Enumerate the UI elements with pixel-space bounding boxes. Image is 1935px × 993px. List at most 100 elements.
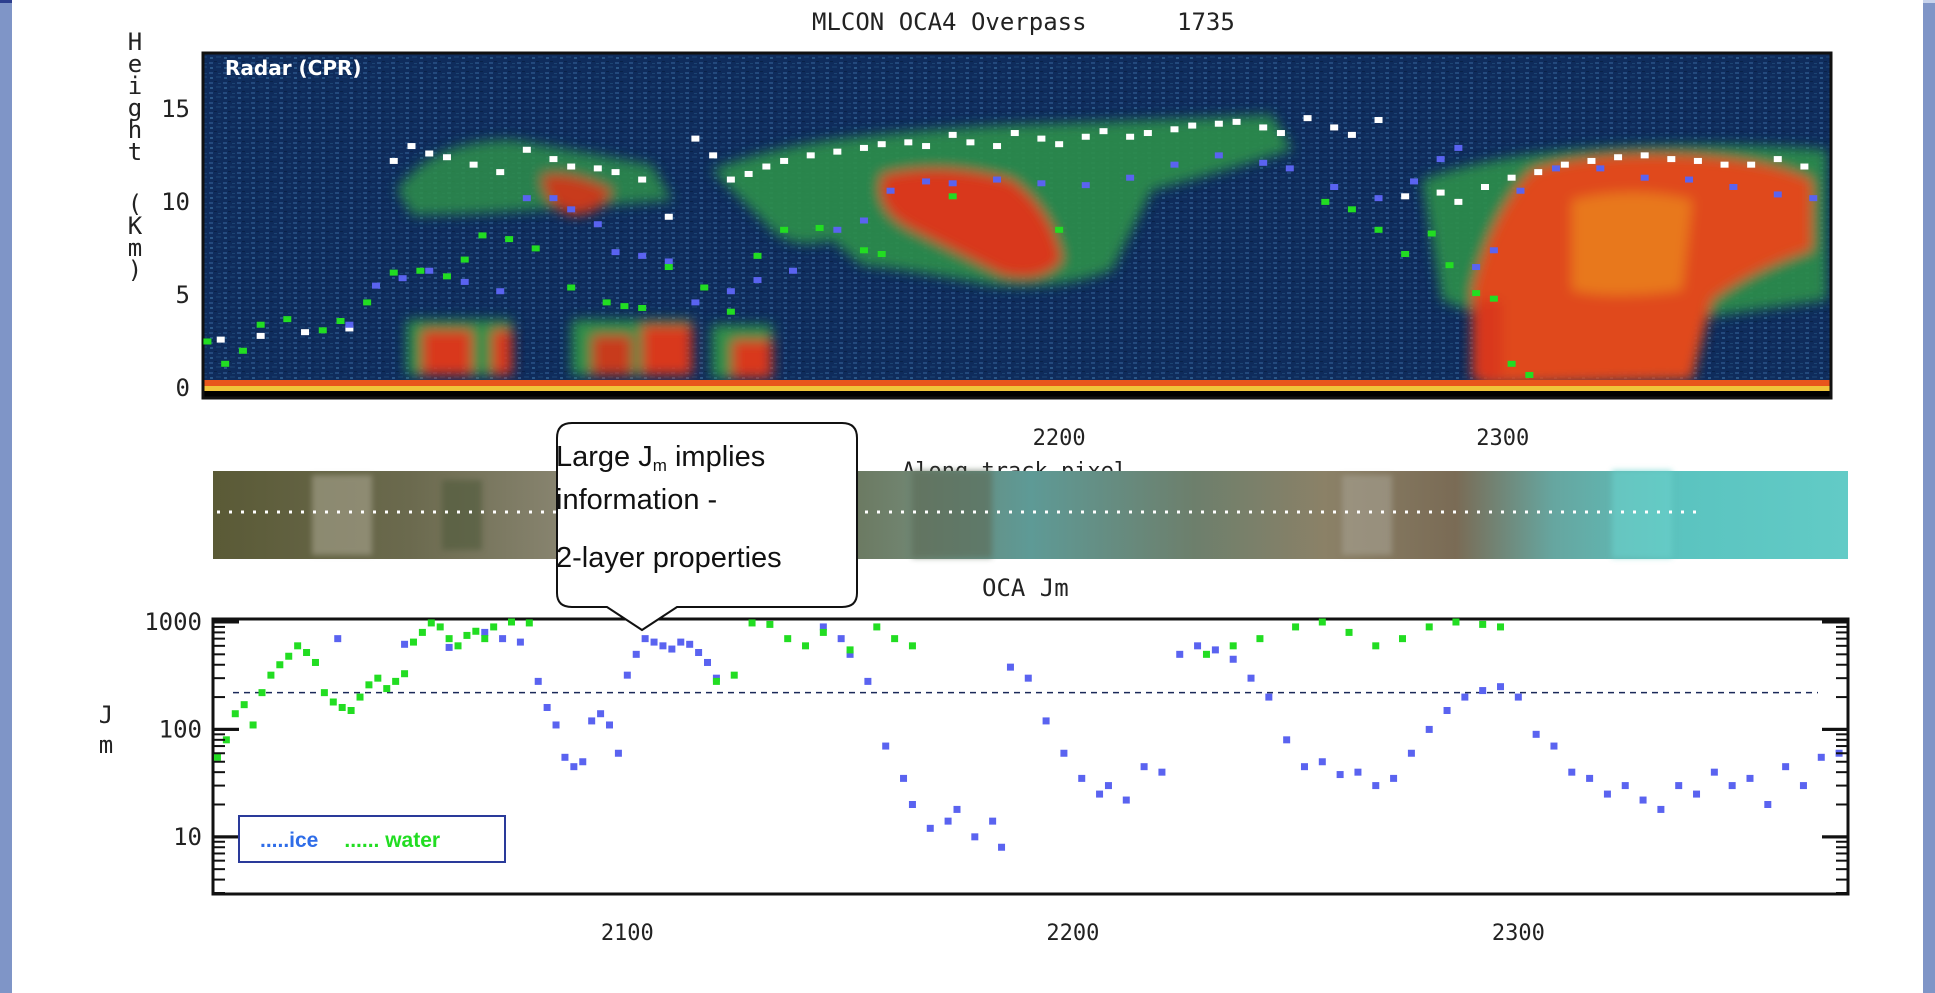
radar-point-cloud-top — [1010, 130, 1019, 137]
jm-point-ice — [1247, 674, 1255, 682]
radar-point-cloud-top — [744, 170, 753, 177]
slide: MLCON OCA4 Overpass 1735 — [12, 0, 1923, 993]
radar-point-ice-layer — [753, 277, 762, 284]
jm-point-ice — [597, 710, 605, 718]
jm-x-axis: 2100 2200 2300 — [601, 921, 1545, 946]
jm-point-ice — [1006, 663, 1014, 671]
radar-point-ice-layer — [1551, 165, 1560, 172]
jm-point-water — [1372, 642, 1380, 650]
radar-point-ice-layer — [1126, 174, 1135, 181]
jm-point-ice — [641, 635, 649, 643]
jm-point-water — [766, 620, 774, 628]
jm-point-ice — [1817, 753, 1825, 761]
jm-point-water — [249, 721, 257, 729]
jm-point-ice — [1104, 782, 1112, 790]
jm-point-water — [427, 619, 435, 627]
jm-point-ice — [1782, 763, 1790, 771]
jm-point-ice — [1158, 768, 1166, 776]
radar-point-ice-layer — [1214, 152, 1223, 159]
jm-point-water — [846, 646, 854, 654]
radar-point-water-layer — [203, 338, 212, 345]
radar-point-water-layer — [1445, 262, 1454, 269]
jm-point-water — [320, 689, 328, 697]
jm-point-ice — [1078, 774, 1086, 782]
jm-point-ice — [819, 623, 827, 631]
radar-y-tick-label: 5 — [176, 281, 190, 309]
radar-point-ice-layer — [1773, 191, 1782, 198]
jm-point-ice — [864, 677, 872, 685]
jm-point-ice — [552, 721, 560, 729]
radar-point-ice-layer — [1640, 174, 1649, 181]
radar-point-water-layer — [363, 299, 372, 306]
radar-point-ice-layer — [398, 275, 407, 282]
jm-point-water — [365, 681, 373, 689]
radar-point-cloud-top — [1055, 141, 1064, 148]
radar-point-cloud-top — [1436, 189, 1445, 196]
radar-points — [203, 115, 1818, 378]
radar-point-ice-layer — [593, 221, 602, 228]
jm-point-water — [436, 623, 444, 631]
radar-y-tick-label: 0 — [176, 374, 190, 402]
jm-point-water — [463, 631, 471, 639]
jm-point-ice — [570, 763, 578, 771]
radar-panel-label: Radar (CPR) — [225, 56, 362, 80]
radar-point-ice-layer — [1436, 156, 1445, 163]
radar-point-cloud-top — [1143, 130, 1152, 137]
radar-point-ice-layer — [549, 195, 558, 202]
jm-y-tick-label: 100 — [159, 715, 202, 743]
radar-point-water-layer — [505, 236, 514, 243]
radar-point-ice-layer — [1516, 187, 1525, 194]
jm-point-ice — [1710, 768, 1718, 776]
jm-point-water — [240, 701, 248, 709]
jm-point-ice — [632, 650, 640, 658]
radar-y-label-char: e — [128, 50, 142, 78]
jm-point-water — [276, 661, 284, 669]
radar-y-axis: 0 5 10 15 — [161, 95, 190, 402]
jm-point-water — [311, 658, 319, 666]
callout-line-2: information - — [556, 484, 718, 516]
jm-point-ice — [499, 635, 507, 643]
radar-point-cloud-top — [469, 161, 478, 168]
jm-point-ice — [926, 824, 934, 832]
radar-y-label-char: ) — [128, 256, 142, 284]
jm-point-ice — [686, 640, 694, 648]
jm-y-tick-label: 1000 — [144, 608, 202, 636]
jm-point-ice — [1639, 796, 1647, 804]
jm-point-water — [1479, 620, 1487, 628]
radar-point-cloud-top — [442, 154, 451, 161]
radar-point-ice-layer — [567, 206, 576, 213]
jm-point-water — [222, 736, 230, 744]
radar-point-cloud-top — [1560, 161, 1569, 168]
radar-point-water-layer — [478, 232, 487, 239]
jm-point-ice — [588, 717, 596, 725]
radar-x-tick-label: 2200 — [1033, 426, 1086, 451]
radar-x-axis: 2200 2300 — [1033, 426, 1530, 451]
radar-point-cloud-top — [966, 139, 975, 146]
jm-point-water — [392, 677, 400, 685]
radar-point-cloud-top — [1747, 161, 1756, 168]
radar-point-ice-layer — [1489, 247, 1498, 254]
jm-point-ice — [1425, 725, 1433, 733]
jm-point-ice — [668, 645, 676, 653]
radar-point-cloud-top — [1188, 122, 1197, 129]
jm-y-axis-label: Jm — [99, 701, 113, 759]
jm-point-ice — [1140, 763, 1148, 771]
jm-point-ice — [1728, 782, 1736, 790]
jm-point-water — [267, 671, 275, 679]
radar-point-cloud-top — [726, 176, 735, 183]
radar-point-cloud-top — [549, 156, 558, 163]
radar-point-cloud-top — [1081, 133, 1090, 140]
radar-point-ice-layer — [460, 278, 469, 285]
jm-y-label-char: m — [99, 731, 113, 759]
radar-point-cloud-top — [1507, 174, 1516, 181]
radar-point-ice-layer — [726, 288, 735, 295]
radar-point-ice-layer — [372, 282, 381, 289]
radar-point-cloud-top — [1126, 133, 1135, 140]
radar-point-water-layer — [1472, 290, 1481, 297]
jm-point-water — [730, 671, 738, 679]
jm-point-ice — [445, 643, 453, 651]
jm-point-water — [418, 628, 426, 636]
radar-point-ice-layer — [833, 226, 842, 233]
radar-point-cloud-top — [1773, 156, 1782, 163]
radar-point-water-layer — [664, 264, 673, 271]
